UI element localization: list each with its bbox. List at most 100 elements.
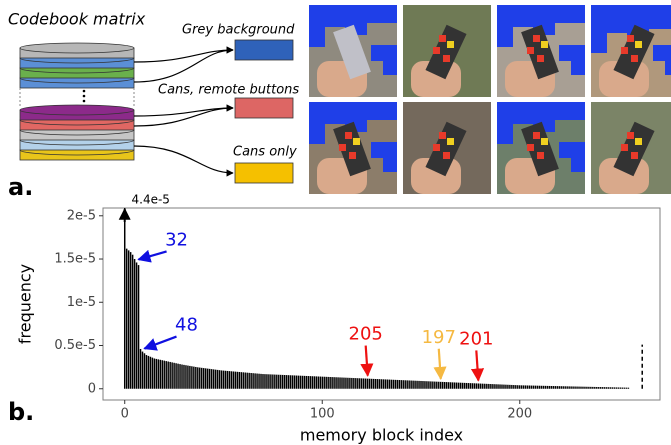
bar [329,376,331,389]
bar [321,376,323,389]
bar [173,362,175,389]
bar [398,380,401,389]
bar [412,380,414,389]
bar [609,387,612,389]
bar [238,371,241,389]
ellipsis-dot [82,99,86,103]
bar [167,361,169,389]
annotation-arrow [143,335,177,351]
bar [434,381,436,389]
code-box [234,97,294,119]
bar [511,384,513,389]
highlight [631,55,638,62]
annotation-arrow [360,345,374,377]
bar [234,371,237,389]
bar [353,378,355,389]
bar [289,375,292,389]
codes: Grey background Cans, remote buttons Cans … [133,23,299,184]
bar [382,379,385,389]
bar [441,381,444,389]
bar [576,386,578,389]
bar [386,379,389,389]
bar [621,387,624,389]
annotation: 48 [175,315,198,336]
bar [252,373,254,389]
bar [548,385,551,389]
bar [598,387,600,389]
bar [254,373,256,389]
bar [584,386,586,389]
bar [530,385,533,389]
bar [230,371,233,389]
bar [226,370,229,389]
annotation: 197 [422,327,456,348]
blue-mask [653,45,671,75]
bar [305,375,308,389]
bar [424,381,426,389]
highlight [527,47,534,54]
bar [445,382,448,389]
highlight [443,152,450,159]
bar [129,252,132,389]
bar [287,375,290,389]
highlight [635,138,642,145]
bars [123,208,630,389]
highlight [443,55,450,62]
bar [137,265,140,389]
bar [313,376,316,389]
bar [457,382,460,389]
bar [193,366,195,389]
bar [319,376,322,389]
bar [127,250,130,389]
bar [440,381,442,389]
bar [536,385,539,389]
highlight [527,144,534,151]
bar [280,374,282,389]
bar [627,387,630,389]
object [613,24,655,80]
bar [443,382,446,389]
highlight [433,47,440,54]
bar [351,377,353,389]
bar [262,374,264,389]
bar [562,386,564,389]
highlight [339,144,346,151]
annotation: 201 [459,328,493,349]
bar [600,387,602,389]
bar [570,386,572,389]
bar [479,383,481,389]
bar [400,380,402,389]
bar [187,365,189,389]
bar [388,379,391,389]
bar [503,384,505,389]
bar [133,259,136,389]
bar [311,376,314,389]
bar [139,348,142,389]
bar [517,385,519,389]
bar [151,357,154,389]
bar [189,365,191,389]
bar [220,370,223,389]
bar [495,384,497,389]
bar [467,383,470,389]
bar [485,383,487,389]
bar [487,383,489,389]
bar [177,363,179,389]
y-axis-label: frequency [16,264,35,344]
bar [250,373,252,389]
bar [390,379,393,389]
bar [422,381,424,389]
bar [463,382,466,389]
highlight [349,152,356,159]
bar [364,378,367,389]
bar [384,379,387,389]
bar [613,387,616,389]
bar [564,386,566,389]
highlight [533,132,540,139]
code-box [234,39,294,61]
bar [256,373,258,389]
code-box [234,162,294,184]
bar [552,386,555,389]
bar [410,380,412,389]
